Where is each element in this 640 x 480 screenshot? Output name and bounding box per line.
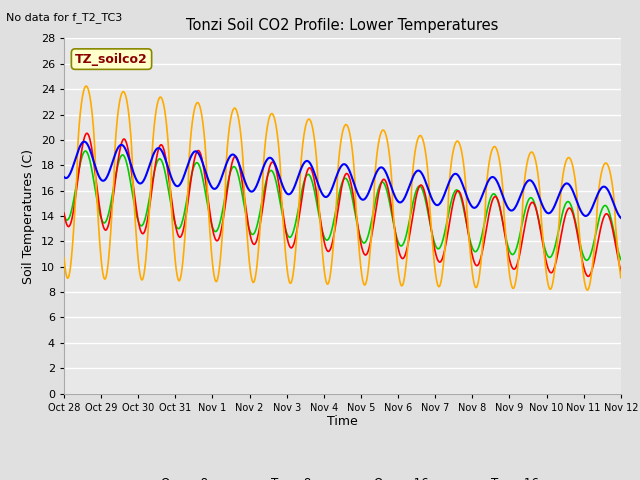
Y-axis label: Soil Temperatures (C): Soil Temperatures (C) [22,148,35,284]
X-axis label: Time: Time [327,415,358,429]
Text: No data for f_T2_TC3: No data for f_T2_TC3 [6,12,123,23]
Legend: Open -8cm, Tree -8cm, Open -16cm, Tree -16cm: Open -8cm, Tree -8cm, Open -16cm, Tree -… [124,472,561,480]
Text: TZ_soilco2: TZ_soilco2 [75,53,148,66]
Title: Tonzi Soil CO2 Profile: Lower Temperatures: Tonzi Soil CO2 Profile: Lower Temperatur… [186,18,499,33]
